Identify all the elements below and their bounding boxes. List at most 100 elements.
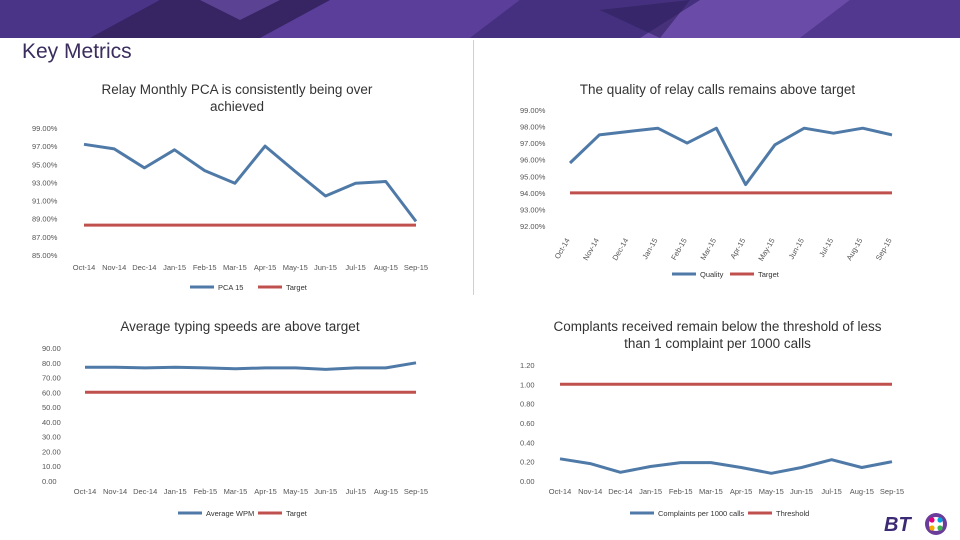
x-tick-label: Oct-14 — [73, 263, 96, 272]
chart-3: 0.00 10.00 20.00 30.00 40.00 50.00 60.00 70.00 8… — [42, 344, 428, 518]
series-line-main — [85, 361, 417, 371]
y-tick-label: 0.00 — [520, 477, 535, 486]
section-divider — [473, 40, 474, 295]
x-tick-label: Jan-15 — [164, 487, 187, 496]
x-tick-label: Dec-14 — [608, 487, 632, 496]
x-tick-label: Nov-14 — [102, 263, 126, 272]
legend-label: Complaints per 1000 calls — [658, 509, 745, 518]
legend-label: Target — [758, 270, 780, 279]
x-tick-label: Feb-15 — [669, 487, 693, 496]
page-title: Key Metrics — [22, 40, 132, 63]
legend-label: Threshold — [776, 509, 809, 518]
x-tick-label: Aug-15 — [845, 237, 865, 262]
svg-text:BT: BT — [884, 514, 912, 536]
chart-4-title: Complants received remain below the thre… — [553, 319, 882, 351]
y-tick-label: 30.00 — [42, 433, 61, 442]
x-tick-label: Mar-15 — [698, 237, 718, 262]
legend-label: Target — [286, 509, 308, 518]
series-line-main — [559, 457, 893, 475]
x-tick-label: Aug-15 — [374, 487, 398, 496]
y-tick-label: 1.20 — [520, 361, 535, 370]
series-line-main — [83, 142, 418, 223]
y-tick-label: 1.00 — [520, 380, 535, 389]
x-tick-label: Dec-14 — [610, 237, 630, 262]
chart-1-title: Relay Monthly PCA is consistently being … — [101, 82, 373, 114]
x-tick-label: Dec-14 — [133, 487, 157, 496]
y-tick-label: 93.00% — [520, 205, 546, 214]
x-tick-label: Jun-15 — [790, 487, 813, 496]
y-tick-label: 91.00% — [32, 197, 58, 206]
y-tick-label: 98.00% — [520, 123, 546, 132]
x-tick-label: Mar-15 — [699, 487, 723, 496]
x-tick-label: May-15 — [759, 487, 784, 496]
x-tick-label: Aug-15 — [374, 263, 398, 272]
x-tick-label: Jul-15 — [345, 263, 365, 272]
x-tick-label: Feb-15 — [193, 487, 217, 496]
chart-4: 0.00 0.20 0.40 0.60 0.80 1.00 1.20 Oct-14 Nov-14… — [520, 361, 904, 518]
y-tick-label: 95.00% — [520, 172, 546, 181]
x-tick-label: Sep-15 — [404, 487, 428, 496]
x-tick-label: Dec-14 — [132, 263, 156, 272]
x-tick-label: May-15 — [756, 237, 776, 263]
x-tick-label: Sep-15 — [404, 263, 428, 272]
x-tick-label: Mar-15 — [224, 487, 248, 496]
y-tick-label: 94.00% — [520, 189, 546, 198]
y-tick-label: 87.00% — [32, 233, 58, 242]
y-tick-label: 99.00% — [32, 124, 58, 133]
legend-label: Quality — [700, 270, 724, 279]
x-tick-label: Aug-15 — [850, 487, 874, 496]
y-tick-label: 99.00% — [520, 106, 546, 115]
x-tick-label: Jun-15 — [314, 263, 337, 272]
x-tick-label: Apr-15 — [254, 487, 277, 496]
legend-label: PCA 15 — [218, 283, 243, 292]
x-tick-label: Oct-14 — [74, 487, 97, 496]
x-tick-label: Jun-15 — [314, 487, 337, 496]
header-banner — [0, 0, 960, 38]
chart-2: 92.00% 93.00% 94.00% 95.00% 96.00% 97.00% 98.0… — [520, 106, 894, 279]
y-tick-label: 0.00 — [42, 477, 57, 486]
x-tick-label: Nov-14 — [581, 237, 601, 262]
x-tick-label: Jan-15 — [639, 487, 662, 496]
y-tick-label: 0.80 — [520, 400, 535, 409]
legend-label: Target — [286, 283, 308, 292]
chart-3-title: Average typing speeds are above target — [120, 319, 360, 334]
x-tick-label: May-15 — [283, 263, 308, 272]
y-tick-label: 70.00 — [42, 374, 61, 383]
y-tick-label: 0.20 — [520, 458, 535, 467]
y-tick-label: 0.40 — [520, 438, 535, 447]
y-tick-label: 50.00 — [42, 403, 61, 412]
x-tick-label: Mar-15 — [223, 263, 247, 272]
x-tick-label: Jul-15 — [821, 487, 841, 496]
x-tick-label: Oct-14 — [553, 237, 572, 261]
y-tick-label: 97.00% — [520, 139, 546, 148]
x-tick-label: Sep-15 — [880, 487, 904, 496]
y-tick-label: 85.00% — [32, 251, 58, 260]
y-tick-label: 90.00 — [42, 344, 61, 353]
y-tick-label: 97.00% — [32, 142, 58, 151]
x-tick-label: Feb-15 — [669, 237, 689, 262]
y-tick-label: 40.00 — [42, 418, 61, 427]
y-tick-label: 95.00% — [32, 160, 58, 169]
x-tick-label: Jul-15 — [817, 237, 835, 259]
x-tick-label: Jan-15 — [163, 263, 186, 272]
x-tick-label: Apr-15 — [728, 237, 747, 261]
x-tick-label: Oct-14 — [549, 487, 572, 496]
y-tick-label: 96.00% — [520, 156, 546, 165]
x-tick-label: Nov-14 — [103, 487, 127, 496]
y-tick-label: 92.00% — [520, 222, 546, 231]
legend-label: Average WPM — [206, 509, 254, 518]
y-tick-label: 60.00 — [42, 388, 61, 397]
x-tick-label: May-15 — [283, 487, 308, 496]
x-tick-label: Sep-15 — [874, 237, 894, 262]
x-tick-label: Jun-15 — [787, 237, 806, 261]
x-tick-label: Jul-15 — [346, 487, 366, 496]
y-tick-label: 0.60 — [520, 419, 535, 428]
series-line-main — [568, 126, 893, 187]
x-tick-label: Feb-15 — [193, 263, 217, 272]
y-tick-label: 80.00 — [42, 359, 61, 368]
x-tick-label: Apr-15 — [730, 487, 753, 496]
x-tick-label: Apr-15 — [254, 263, 277, 272]
chart-2-title: The quality of relay calls remains above… — [579, 82, 856, 97]
chart-1: 85.00% 87.00% 89.00% 91.00% 93.00% 95.00% 97.0… — [32, 124, 428, 292]
x-tick-label: Nov-14 — [578, 487, 602, 496]
